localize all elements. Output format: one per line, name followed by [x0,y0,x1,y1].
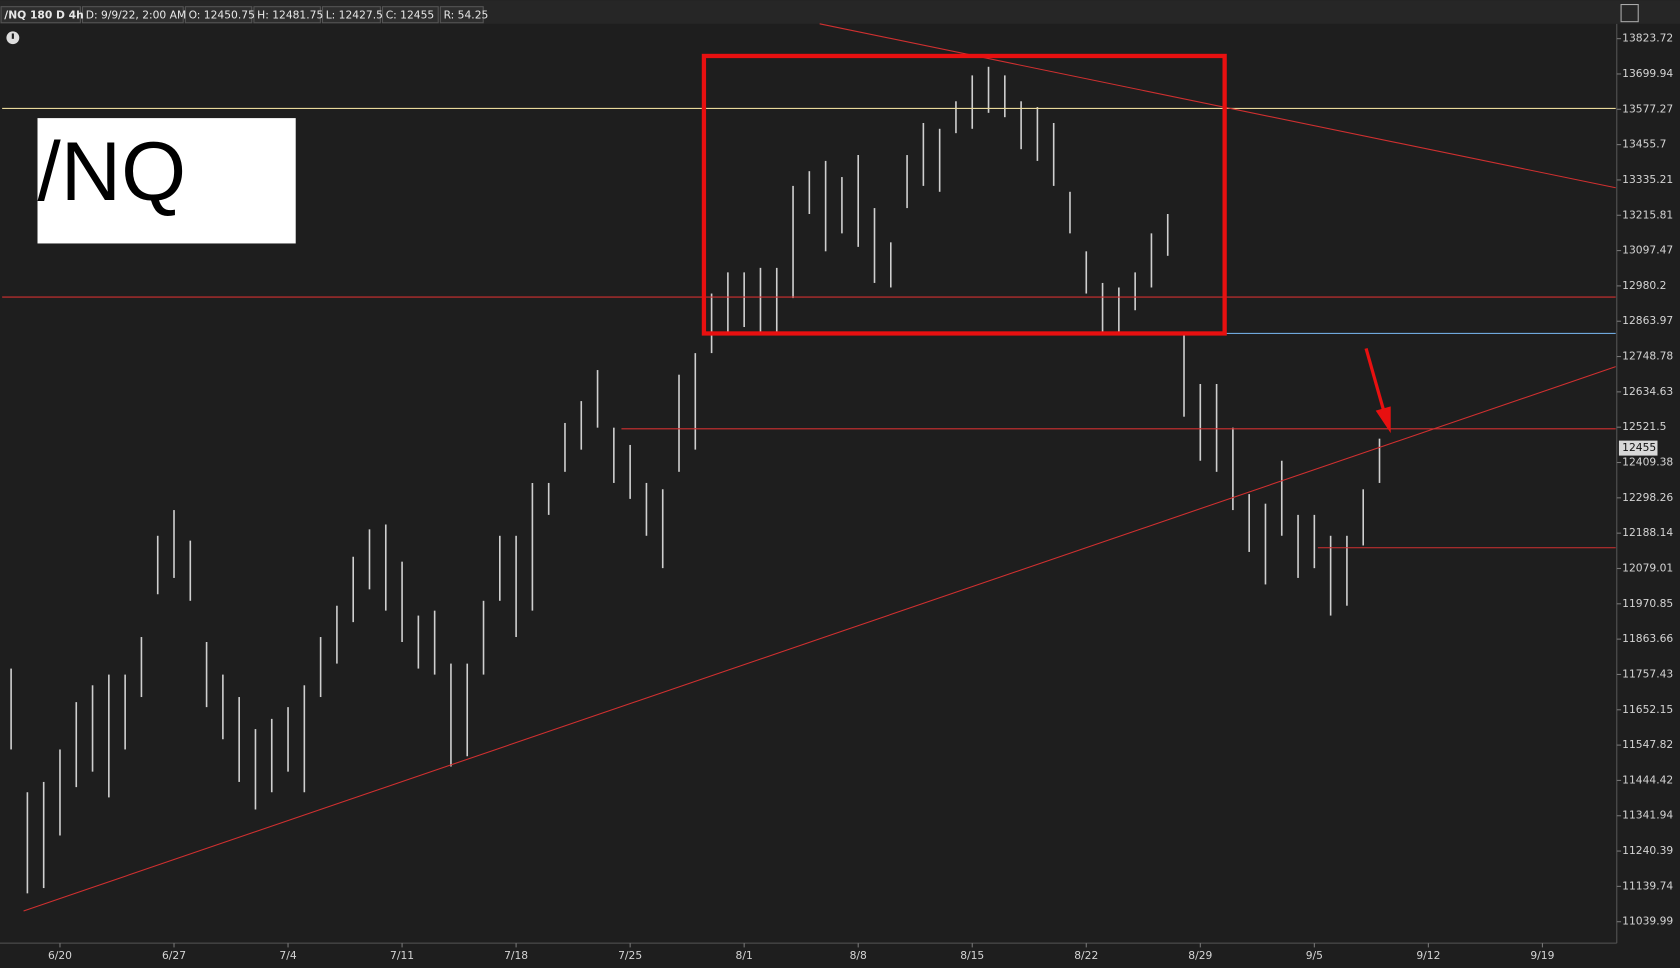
y-tick-label: 12409.38 [1622,456,1673,469]
symbol: /NQ 180 D 4h [4,8,83,21]
y-tick-label: 12748.78 [1622,350,1673,363]
header-open: O: 12450.75 [189,8,255,21]
alert-icon-mark [11,33,14,39]
x-tick-label: 8/22 [1074,949,1098,962]
y-tick-label: 11240.39 [1622,844,1673,857]
x-tick-label: 7/18 [504,949,528,962]
y-tick-label: 13335.21 [1622,173,1673,186]
y-tick-label: 12188.14 [1622,526,1673,539]
y-tick-label: 12863.97 [1622,314,1673,327]
last-price-label: 12455 [1622,441,1656,454]
x-tick-label: 8/1 [736,949,753,962]
price-bars [10,66,1381,894]
header-high: H: 12481.75 [257,8,323,21]
y-tick-label: 13097.47 [1622,244,1673,257]
header-box [253,6,321,24]
x-tick-label: 9/12 [1416,949,1440,962]
label-text: /NQ [38,124,187,218]
trend-line [23,366,1616,912]
x-tick-label: 8/29 [1188,949,1212,962]
x-tick-label: 8/8 [850,949,867,962]
x-tick-label: 7/11 [390,949,414,962]
toolbar-icon[interactable] [1620,4,1639,23]
header-close: C: 12455 [386,8,435,21]
header-box [321,6,381,24]
y-tick-label: 11139.74 [1622,879,1673,892]
y-tick-label: 11863.66 [1622,632,1673,645]
x-tick-label: 9/5 [1306,949,1323,962]
y-tick-label: 13455.7 [1622,138,1666,151]
header-range: R: 54.25 [444,8,489,21]
header-box [81,6,184,24]
header-box [184,6,253,24]
y-tick-label: 13823.72 [1622,32,1673,45]
last-price-box [1618,440,1658,456]
y-tick-label: 13577.27 [1622,102,1673,115]
label-box [37,118,296,244]
trend-line [819,23,1616,189]
y-tick-label: 12980.2 [1622,279,1666,292]
y-tick-label: 12298.26 [1622,491,1673,504]
y-tick-label: 11652.15 [1622,703,1673,716]
y-tick-label: 12521.5 [1622,420,1666,433]
y-tick-label: 11341.94 [1622,809,1673,822]
header-box [439,6,484,24]
drawings [2,23,1616,912]
x-tick-label: 6/20 [48,949,72,962]
y-tick-label: 13215.81 [1622,208,1673,221]
x-tick-label: 6/27 [162,949,186,962]
arrow-shaft [1364,348,1386,414]
y-tick-label: 11970.85 [1622,597,1673,610]
y-tick-label: 12079.01 [1622,561,1673,574]
x-tick-label: 7/4 [279,949,296,962]
x-tick-label: 9/19 [1530,949,1554,962]
x-tick-label: 8/15 [960,949,984,962]
y-tick-label: 11444.42 [1622,773,1673,786]
y-tick-label: 12634.63 [1622,385,1673,398]
y-tick-label: 13699.94 [1622,67,1673,80]
header-box [0,6,81,24]
header-box [381,6,439,24]
x-tick-label: 7/25 [618,949,642,962]
highlight-box [701,53,1227,336]
arrow-head [1375,406,1391,434]
y-tick-label: 11039.99 [1622,915,1673,928]
header-low: L: 12427.5 [326,8,383,21]
y-tick-label: 11757.43 [1622,667,1673,680]
header-date: D: 9/9/22, 2:00 AM [86,8,187,21]
y-tick-label: 11547.82 [1622,738,1673,751]
